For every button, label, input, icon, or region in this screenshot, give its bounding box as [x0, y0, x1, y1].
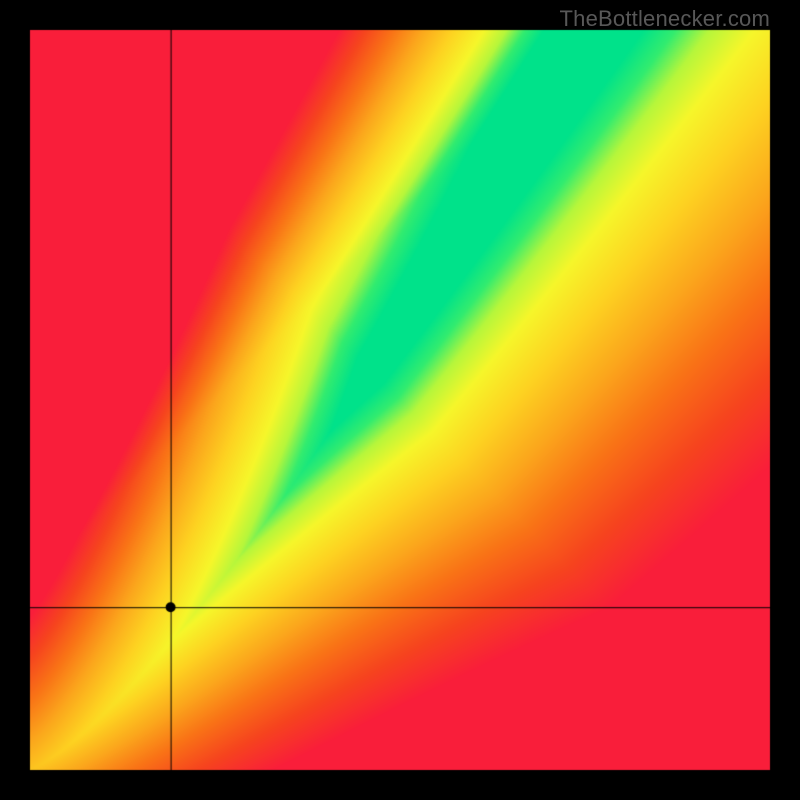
chart-container: TheBottlenecker.com — [0, 0, 800, 800]
bottleneck-heatmap — [0, 0, 800, 800]
watermark-text: TheBottlenecker.com — [560, 6, 770, 32]
